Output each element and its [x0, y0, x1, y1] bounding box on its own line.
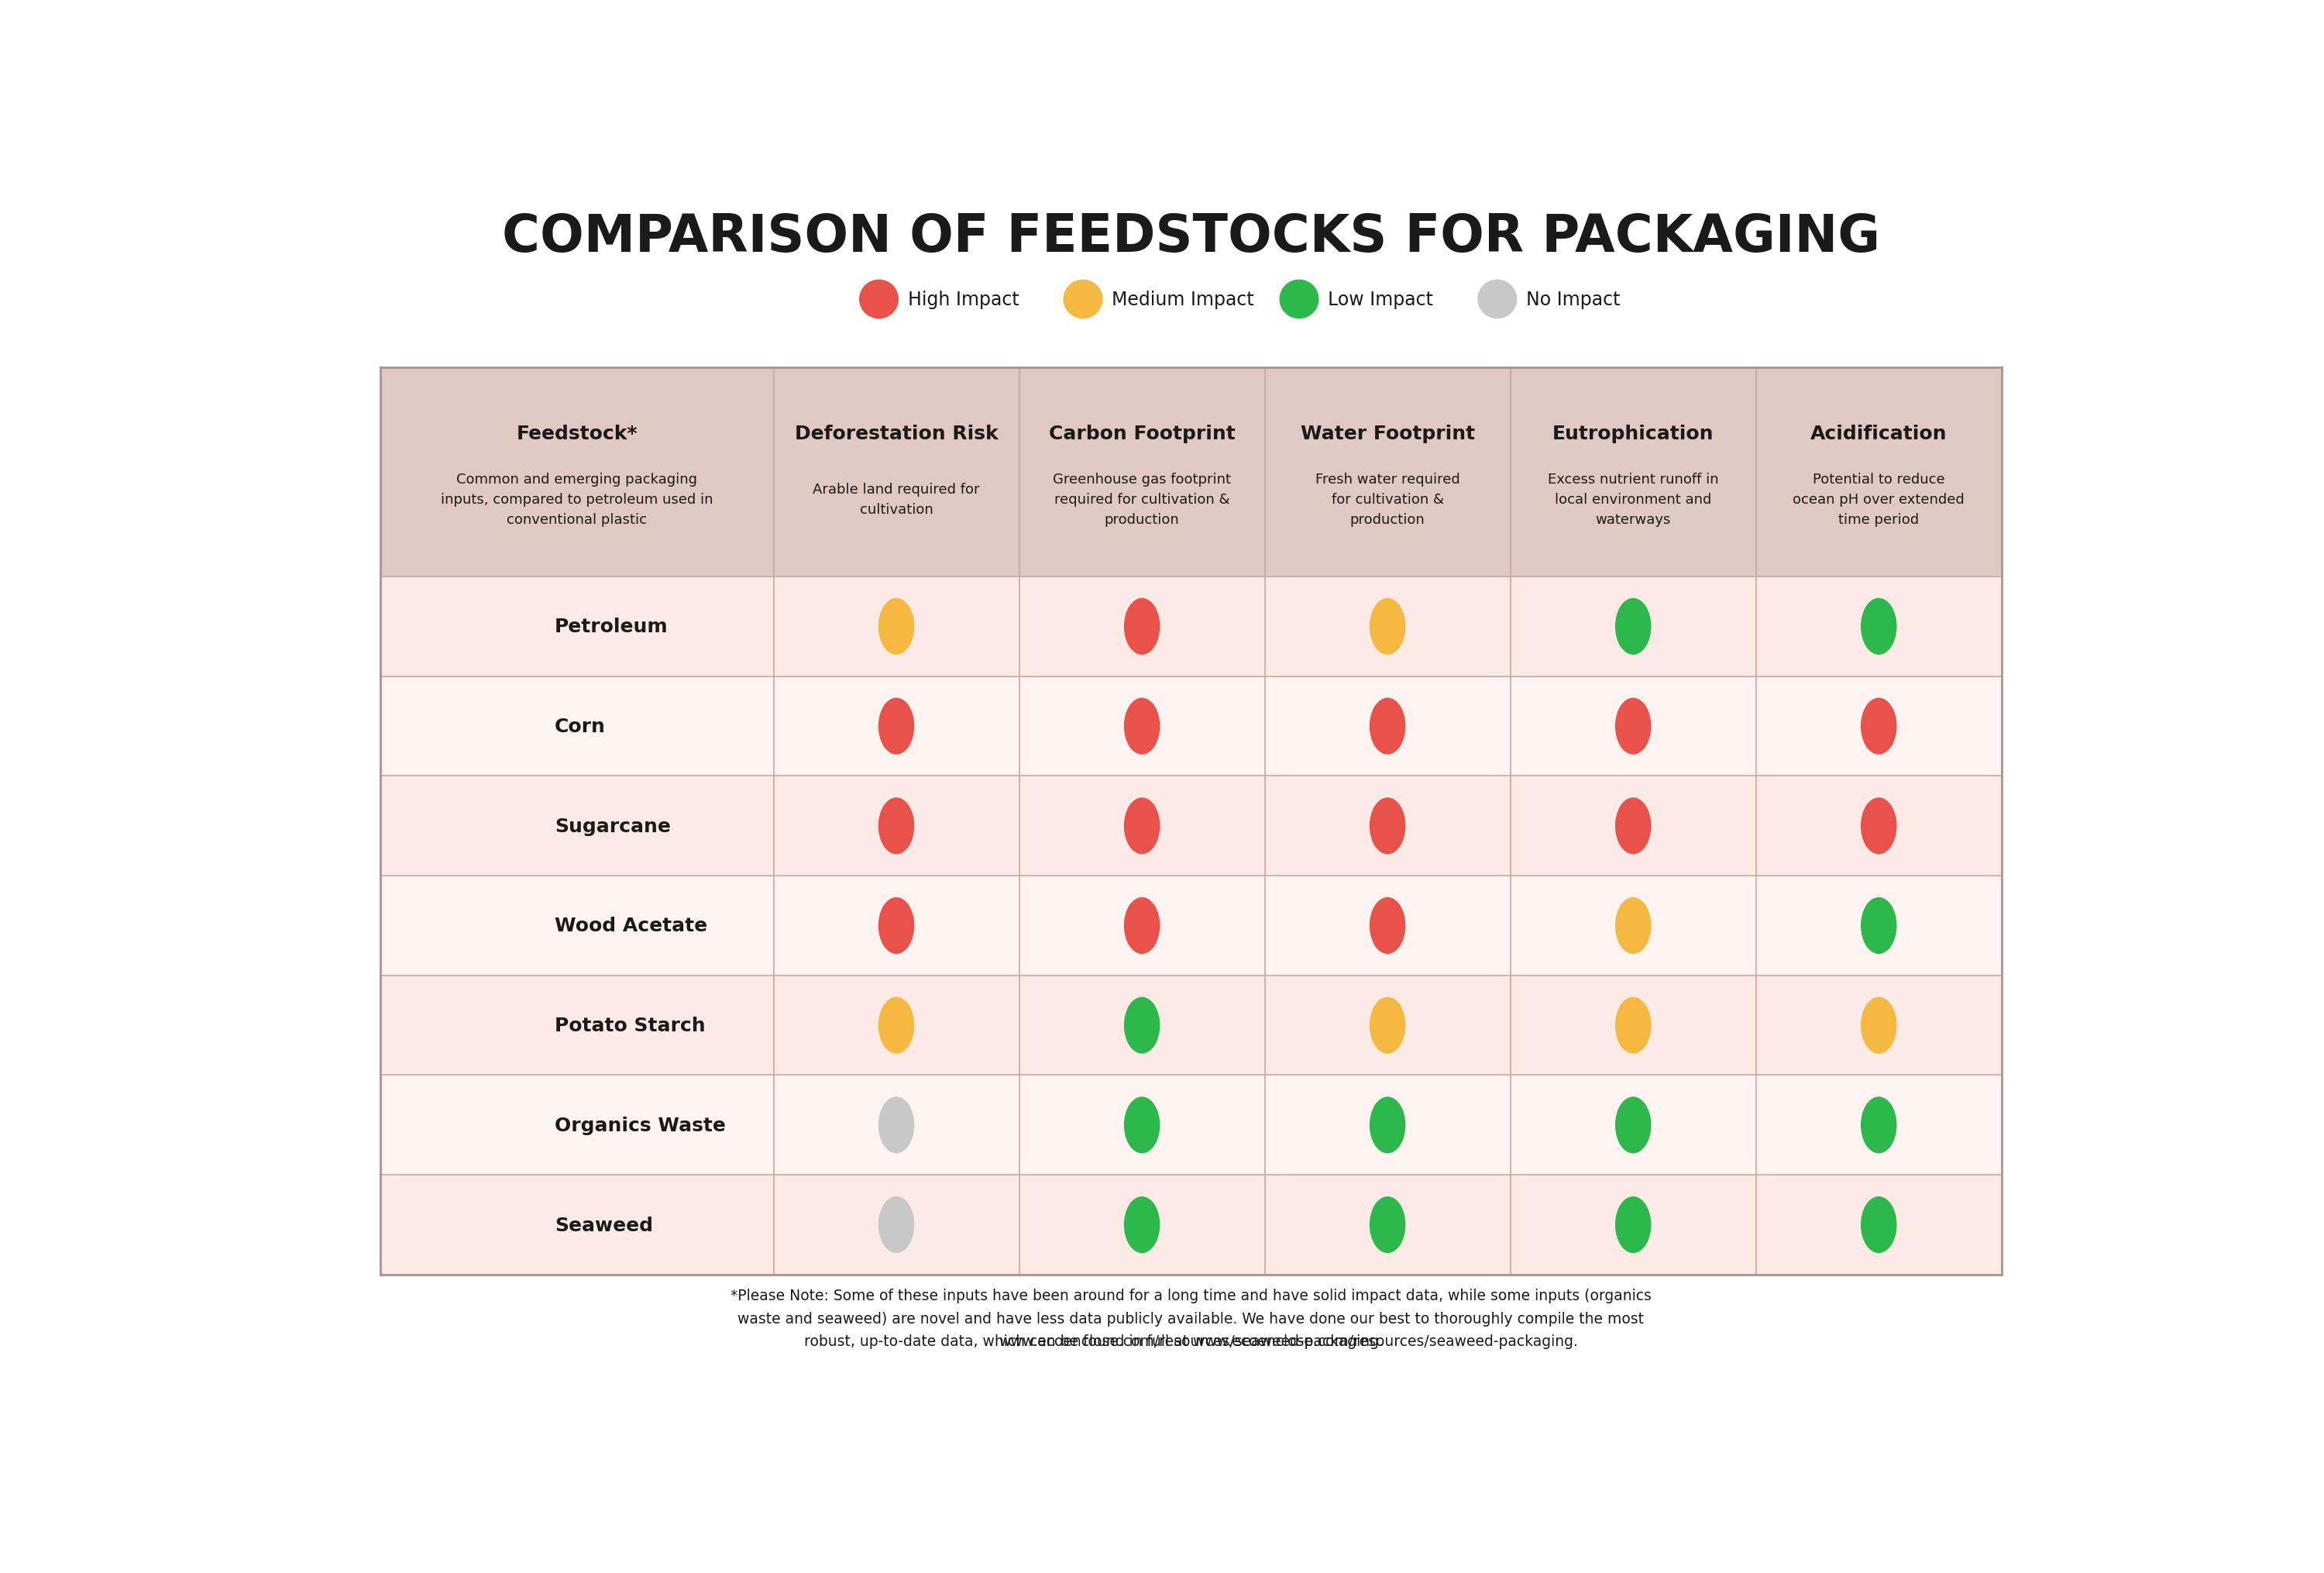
- Ellipse shape: [1369, 598, 1406, 656]
- Text: Potato Starch: Potato Starch: [555, 1016, 706, 1035]
- Text: Acidification: Acidification: [1810, 425, 1948, 444]
- Text: robust, up-to-date data, which can be found in full at www.ecoenclose.com/resour: robust, up-to-date data, which can be fo…: [804, 1334, 1578, 1348]
- Ellipse shape: [1862, 798, 1896, 854]
- Ellipse shape: [1862, 598, 1896, 656]
- Ellipse shape: [878, 1096, 913, 1153]
- Ellipse shape: [1615, 1096, 1650, 1153]
- FancyBboxPatch shape: [381, 676, 2001, 777]
- Text: Excess nutrient runoff in
local environment and
waterways: Excess nutrient runoff in local environm…: [1548, 472, 1717, 527]
- Ellipse shape: [878, 1197, 913, 1254]
- Text: Petroleum: Petroleum: [555, 618, 669, 635]
- Text: No Impact: No Impact: [1527, 291, 1620, 308]
- Ellipse shape: [1615, 698, 1650, 755]
- Text: Low Impact: Low Impact: [1327, 291, 1434, 308]
- Ellipse shape: [1369, 1096, 1406, 1153]
- Text: Fresh water required
for cultivation &
production: Fresh water required for cultivation & p…: [1315, 472, 1459, 527]
- Ellipse shape: [1862, 698, 1896, 755]
- FancyBboxPatch shape: [381, 975, 2001, 1076]
- Text: COMPARISON OF FEEDSTOCKS FOR PACKAGING: COMPARISON OF FEEDSTOCKS FOR PACKAGING: [502, 211, 1880, 263]
- Ellipse shape: [878, 598, 913, 656]
- Text: Common and emerging packaging
inputs, compared to petroleum used in
conventional: Common and emerging packaging inputs, co…: [442, 472, 713, 527]
- Ellipse shape: [1125, 798, 1160, 854]
- Ellipse shape: [1615, 1197, 1650, 1254]
- Ellipse shape: [1125, 598, 1160, 656]
- Circle shape: [860, 280, 897, 319]
- Ellipse shape: [1862, 898, 1896, 955]
- Text: Wood Acetate: Wood Acetate: [555, 917, 706, 936]
- Text: Feedstock*: Feedstock*: [516, 425, 637, 444]
- Ellipse shape: [1369, 898, 1406, 955]
- Text: Potential to reduce
ocean pH over extended
time period: Potential to reduce ocean pH over extend…: [1792, 472, 1964, 527]
- Text: Medium Impact: Medium Impact: [1111, 291, 1255, 308]
- Ellipse shape: [1125, 1096, 1160, 1153]
- Ellipse shape: [878, 798, 913, 854]
- Ellipse shape: [1615, 598, 1650, 656]
- Text: Deforestation Risk: Deforestation Risk: [795, 425, 997, 444]
- Text: *Please Note: Some of these inputs have been around for a long time and have sol: *Please Note: Some of these inputs have …: [730, 1288, 1652, 1302]
- Text: Seaweed: Seaweed: [555, 1216, 653, 1235]
- Text: Sugarcane: Sugarcane: [555, 816, 672, 835]
- FancyBboxPatch shape: [381, 577, 2001, 676]
- Ellipse shape: [1615, 798, 1650, 854]
- Text: Water Footprint: Water Footprint: [1301, 425, 1476, 444]
- Text: Arable land required for
cultivation: Arable land required for cultivation: [813, 483, 981, 516]
- Text: www.ecoenclose.com/resources/seaweed-packaging.: www.ecoenclose.com/resources/seaweed-pac…: [999, 1334, 1383, 1348]
- Ellipse shape: [1862, 1096, 1896, 1153]
- Circle shape: [1478, 280, 1518, 319]
- FancyBboxPatch shape: [381, 876, 2001, 975]
- Text: Greenhouse gas footprint
required for cultivation &
production: Greenhouse gas footprint required for cu…: [1053, 472, 1232, 527]
- Circle shape: [1064, 280, 1102, 319]
- Text: Carbon Footprint: Carbon Footprint: [1048, 425, 1234, 444]
- Ellipse shape: [878, 898, 913, 955]
- Text: robust, up-to-date data, which can be found in full at www.ecoenclose.com/resour: robust, up-to-date data, which can be fo…: [804, 1334, 1578, 1348]
- Ellipse shape: [1615, 898, 1650, 955]
- FancyBboxPatch shape: [381, 368, 2001, 577]
- Ellipse shape: [1862, 997, 1896, 1054]
- Ellipse shape: [1862, 1197, 1896, 1254]
- Ellipse shape: [1369, 997, 1406, 1054]
- Text: Eutrophication: Eutrophication: [1552, 425, 1713, 444]
- Text: High Impact: High Impact: [909, 291, 1018, 308]
- Text: Organics Waste: Organics Waste: [555, 1115, 725, 1134]
- FancyBboxPatch shape: [381, 1175, 2001, 1274]
- Circle shape: [1281, 280, 1318, 319]
- Ellipse shape: [1125, 698, 1160, 755]
- Ellipse shape: [1125, 898, 1160, 955]
- Ellipse shape: [1369, 1197, 1406, 1254]
- Text: waste and seaweed) are novel and have less data publicly available. We have done: waste and seaweed) are novel and have le…: [739, 1310, 1645, 1326]
- FancyBboxPatch shape: [381, 1076, 2001, 1175]
- Ellipse shape: [1125, 1197, 1160, 1254]
- Ellipse shape: [878, 698, 913, 755]
- Ellipse shape: [878, 997, 913, 1054]
- Ellipse shape: [1125, 997, 1160, 1054]
- FancyBboxPatch shape: [381, 777, 2001, 876]
- Text: Corn: Corn: [555, 717, 607, 736]
- Ellipse shape: [1369, 698, 1406, 755]
- Ellipse shape: [1615, 997, 1650, 1054]
- Ellipse shape: [1369, 798, 1406, 854]
